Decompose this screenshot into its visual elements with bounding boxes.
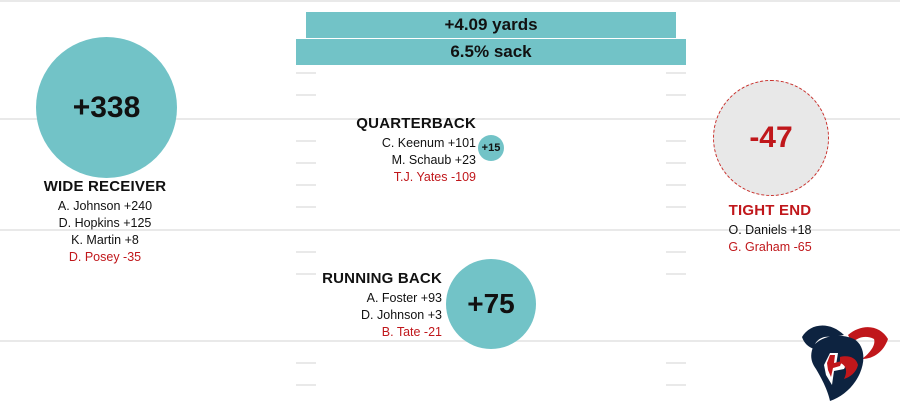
- quarterback-score-circle: +15: [478, 135, 504, 161]
- yard-line: [0, 118, 900, 120]
- hash-mark: [296, 162, 316, 164]
- player-line: G. Graham -65: [728, 240, 812, 254]
- sack-banner: 6.5% sack: [296, 39, 686, 65]
- tight-end-title: TIGHT END: [728, 202, 812, 219]
- logo-star-red: [827, 355, 842, 377]
- houston-texans-logo-icon: [802, 325, 888, 401]
- wide-receiver-title: WIDE RECEIVER: [43, 178, 167, 195]
- hash-mark: [666, 362, 686, 364]
- player-line: C. Keenum +101: [381, 136, 476, 150]
- quarterback-group: QUARTERBACK C. Keenum +101 M. Schaub +23…: [320, 115, 476, 186]
- hash-mark: [296, 362, 316, 364]
- player-line: T.J. Yates -109: [393, 170, 476, 184]
- quarterback-title: QUARTERBACK: [356, 115, 476, 132]
- tight-end-group: TIGHT END O. Daniels +18 G. Graham -65: [690, 202, 850, 256]
- running-back-score-circle: +75: [446, 259, 536, 349]
- hash-mark: [666, 94, 686, 96]
- player-line: D. Posey -35: [68, 250, 142, 264]
- hash-mark: [296, 273, 316, 275]
- hash-mark: [666, 206, 686, 208]
- player-line: O. Daniels +18: [728, 223, 812, 237]
- hash-mark: [666, 384, 686, 386]
- player-line: B. Tate -21: [381, 325, 442, 339]
- hash-mark: [296, 184, 316, 186]
- yard-line: [0, 340, 900, 342]
- hash-mark: [666, 72, 686, 74]
- hash-mark: [666, 273, 686, 275]
- wide-receiver-score-circle: +338: [36, 37, 177, 178]
- player-line: A. Foster +93: [366, 291, 442, 305]
- player-line: K. Martin +8: [71, 233, 139, 247]
- running-back-group: RUNNING BACK A. Foster +93 D. Johnson +3…: [300, 270, 442, 341]
- hash-mark: [666, 162, 686, 164]
- yard-line: [0, 0, 900, 2]
- tight-end-score-circle: -47: [713, 80, 829, 196]
- hash-mark: [666, 140, 686, 142]
- yard-line: [0, 229, 900, 231]
- hash-mark: [296, 206, 316, 208]
- hash-mark: [666, 251, 686, 253]
- hash-mark: [666, 184, 686, 186]
- player-line: D. Johnson +3: [361, 308, 442, 322]
- hash-mark: [296, 140, 316, 142]
- player-line: M. Schaub +23: [391, 153, 476, 167]
- running-back-title: RUNNING BACK: [322, 270, 442, 287]
- logo-horn-left: [802, 325, 844, 349]
- player-line: A. Johnson +240: [57, 199, 153, 213]
- yards-banner: +4.09 yards: [306, 12, 676, 38]
- hash-mark: [296, 251, 316, 253]
- logo-face-red: [840, 356, 858, 379]
- hash-mark: [296, 384, 316, 386]
- hash-mark: [296, 72, 316, 74]
- logo-horn-right: [848, 327, 888, 359]
- wide-receiver-group: WIDE RECEIVER A. Johnson +240 D. Hopkins…: [20, 178, 190, 266]
- hash-mark: [296, 94, 316, 96]
- player-line: D. Hopkins +125: [58, 216, 152, 230]
